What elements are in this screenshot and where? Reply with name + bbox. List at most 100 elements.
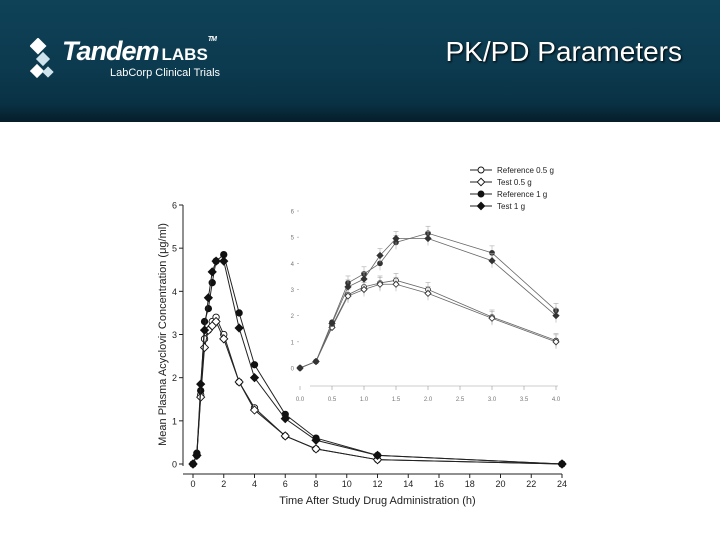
- inset-data-point: [488, 257, 496, 265]
- main-data-point: [219, 256, 229, 266]
- main-y-axis-label: Mean Plasma Acyclovir Concentration (μg/…: [157, 223, 169, 446]
- main-x-axis-label: Time After Study Drug Administration (h): [279, 495, 475, 507]
- inset-data-point: [424, 234, 432, 243]
- main-data-point: [235, 309, 243, 317]
- main-data-point: [219, 334, 229, 344]
- main-data-point: [557, 459, 567, 469]
- inset-data-point: [424, 289, 432, 298]
- inset-series-line: [299, 238, 557, 369]
- main-data-point: [203, 293, 214, 303]
- header-shadow: [0, 104, 720, 122]
- inset-series-line: [299, 283, 557, 369]
- inset-data-point: [328, 319, 336, 328]
- legend-marker: [476, 201, 486, 211]
- main-data-point: [188, 459, 198, 469]
- logo-trademark: TM: [207, 36, 217, 43]
- inset-data-point: [488, 314, 496, 322]
- main-data-point: [311, 435, 321, 445]
- inset-y-tick-label: 1: [291, 340, 295, 346]
- inset-series-line: [299, 232, 557, 369]
- main-data-point: [211, 316, 221, 327]
- main-y-tick-label: 1: [172, 416, 177, 426]
- main-data-point: [234, 377, 244, 387]
- main-y-tick-label: 6: [172, 201, 177, 211]
- inset-data-point: [296, 364, 304, 372]
- main-series-line: [192, 316, 563, 465]
- legend-marker: [476, 177, 486, 187]
- main-x-tick-label: 20: [495, 479, 505, 489]
- legend-marker: [477, 166, 485, 174]
- main-y-tick-label: 5: [172, 244, 177, 254]
- main-x-tick-label: 24: [557, 479, 567, 489]
- main-x-tick-label: 2: [221, 479, 226, 489]
- main-y-tick-label: 3: [172, 330, 177, 340]
- inset-x-tick-label: 0.5: [328, 397, 337, 403]
- inset-x-tick-label: 4.0: [552, 397, 561, 403]
- main-data-point: [207, 267, 217, 277]
- inset-x-tick-label: 3.0: [488, 397, 497, 403]
- inset-x-tick-label: 0.0: [296, 397, 305, 403]
- inset-data-point: [392, 234, 400, 243]
- inset-data-point: [392, 280, 400, 288]
- main-data-point: [372, 450, 383, 461]
- logo-brand: Tandem LABS TM: [62, 36, 217, 67]
- inset-x-tick-label: 1.5: [392, 397, 401, 403]
- main-x-tick-label: 8: [313, 479, 318, 489]
- main-x-tick-label: 18: [465, 479, 475, 489]
- inset-data-point: [552, 338, 560, 346]
- inset-data-point: [312, 357, 320, 366]
- inset-x-tick-label: 2.0: [424, 397, 433, 403]
- main-data-point: [249, 405, 260, 415]
- main-data-point: [199, 342, 210, 353]
- inset-data-point: [360, 275, 368, 283]
- main-data-point: [249, 373, 260, 383]
- main-data-point: [250, 361, 259, 369]
- inset-y-tick-label: 4: [291, 262, 295, 268]
- main-x-tick-label: 16: [434, 479, 444, 489]
- inset-data-point: [344, 292, 352, 300]
- inset-y-tick-label: 5: [291, 236, 295, 242]
- main-data-point: [199, 325, 210, 335]
- main-data-point: [280, 431, 290, 441]
- main-data-point: [211, 256, 221, 266]
- main-x-tick-label: 6: [283, 479, 288, 489]
- company-logo: Tandem LABS TM LabCorp Clinical Trials: [30, 36, 240, 86]
- main-data-point: [196, 379, 206, 389]
- main-y-tick-label: 2: [172, 373, 177, 383]
- main-data-point: [280, 414, 290, 424]
- main-data-point: [234, 323, 244, 333]
- main-x-tick-label: 10: [342, 479, 352, 489]
- logo-labs-text: LABS: [161, 45, 208, 64]
- legend-entry: Test 1 g: [497, 202, 525, 211]
- legend-entry: Test 0.5 g: [497, 178, 532, 187]
- main-series-line: [192, 260, 563, 465]
- header-banner: [0, 0, 720, 122]
- inset-x-tick-label: 1.0: [360, 397, 369, 403]
- inset-data-point: [360, 285, 368, 294]
- main-data-point: [311, 444, 321, 454]
- main-x-tick-label: 0: [190, 479, 195, 489]
- inset-y-tick-label: 0: [291, 367, 295, 373]
- legend-entry: Reference 0.5 g: [497, 166, 554, 175]
- inset-data-point: [376, 280, 384, 288]
- inset-y-tick-label: 6: [291, 210, 295, 216]
- main-data-point: [200, 317, 209, 326]
- legend-marker: [477, 190, 485, 198]
- inset-data-point: [376, 251, 384, 260]
- inset-y-tick-label: 2: [291, 314, 295, 320]
- inset-x-tick-label: 3.5: [520, 397, 529, 403]
- inset-x-tick-label: 2.5: [456, 397, 465, 403]
- main-x-tick-label: 14: [403, 479, 413, 489]
- inset-data-point: [344, 283, 352, 291]
- main-data-point: [192, 450, 202, 461]
- tandem-logo-icon: [30, 38, 54, 79]
- main-y-tick-label: 0: [172, 460, 177, 470]
- main-x-tick-label: 12: [372, 479, 382, 489]
- main-y-tick-label: 4: [172, 287, 177, 297]
- logo-brand-text: Tandem: [62, 36, 160, 66]
- logo-subtitle: LabCorp Clinical Trials: [110, 67, 221, 79]
- main-x-tick-label: 4: [252, 479, 257, 489]
- main-x-tick-label: 22: [526, 479, 536, 489]
- main-data-point: [204, 304, 213, 313]
